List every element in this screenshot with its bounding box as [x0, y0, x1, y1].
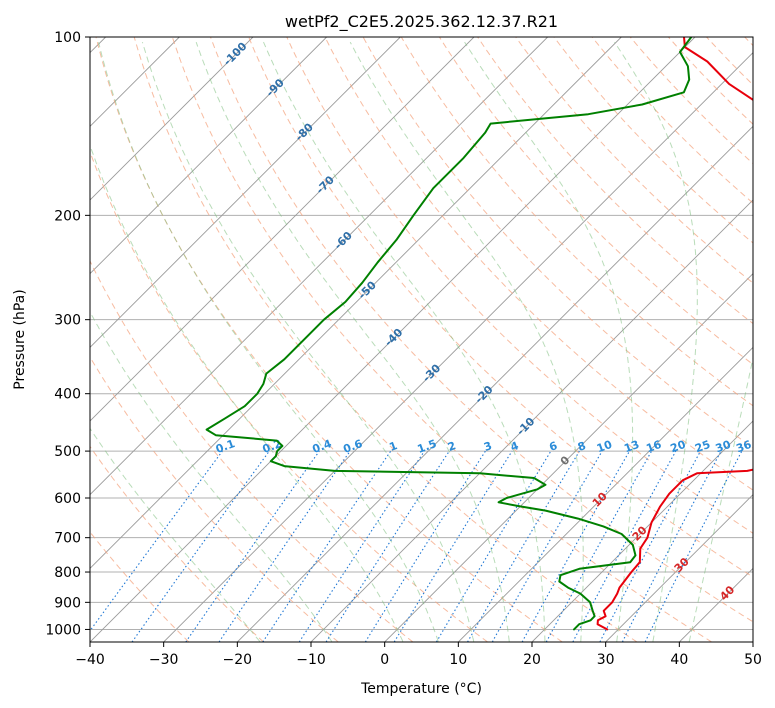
mixing-ratio-label: 3 [482, 439, 494, 454]
moist-adiabat-line [90, 427, 261, 642]
mixing-ratio-label: 2 [446, 439, 458, 454]
dry-adiabat-line [324, 37, 753, 491]
isotherm-line [237, 125, 753, 642]
mixing-ratio-line [644, 450, 743, 642]
mixing-ratio-label: 0.4 [311, 437, 334, 456]
moist-adiabat-line [688, 355, 753, 642]
x-axis-ticks: −40 −30 −20 −10 0 10 20 30 40 50 [75, 642, 762, 668]
x-tick-label: −40 [75, 652, 105, 668]
mixing-ratio-label: 4 [509, 439, 521, 454]
isotherm-line [90, 37, 327, 275]
dewpoint-profile-line [205, 37, 693, 631]
isotherm-line [384, 273, 753, 642]
plot-frame [89, 36, 754, 643]
isotherm-line [90, 37, 401, 348]
mixing-ratio-label: 36 [734, 438, 753, 456]
y-tick-label: 200 [54, 208, 81, 224]
dry-adiabat-line [515, 37, 753, 284]
mixing-ratio-label: 6 [548, 439, 560, 454]
x-tick-label: 20 [523, 652, 541, 668]
mixing-ratio-line [545, 450, 653, 642]
y-tick-label: 500 [54, 444, 81, 460]
y-tick-label: 600 [54, 491, 81, 507]
chart-title: wetPf2_C2E5.2025.362.12.37.R21 [285, 12, 558, 32]
mixing-ratio-label: 1.5 [416, 437, 439, 456]
x-tick-label: 0 [380, 652, 389, 668]
x-axis-label: Temperature (°C) [360, 681, 482, 697]
y-tick-label: 700 [54, 531, 81, 547]
x-tick-label: 10 [449, 652, 467, 668]
isotherm-line [90, 37, 548, 496]
y-tick-label: 900 [54, 595, 81, 611]
mixing-ratio-line [262, 450, 392, 642]
mixing-ratio-label: 16 [644, 438, 663, 456]
mixing-ratio-label: 13 [622, 438, 641, 455]
profile-series [205, 37, 753, 631]
y-tick-label: 100 [54, 30, 81, 46]
dry-adiabat-line [286, 37, 753, 534]
dry-adiabat-lines [90, 37, 753, 642]
mixing-ratio-labels: 0.1 0.2 0.4 0.6 1 1.5 2 3 4 6 8 10 13 16 20 25 30 36 [214, 437, 753, 456]
y-axis-ticks: 1000 900 800 700 600 500 400 300 200 100 [45, 30, 90, 638]
mixing-ratio-line [521, 450, 630, 642]
x-tick-label: 30 [597, 652, 615, 668]
moist-adiabat-line [90, 310, 333, 642]
y-axis-label: Pressure (hPa) [12, 289, 28, 389]
moist-adiabat-line [614, 41, 698, 642]
x-tick-label: −30 [149, 652, 179, 668]
isotherm-line [90, 37, 475, 422]
moist-adiabat-line [98, 41, 439, 642]
mixing-ratio-line [185, 450, 320, 642]
y-tick-label: 1000 [45, 622, 81, 638]
dry-adiabat-line [210, 37, 753, 623]
mixing-ratio-label: 1 [388, 439, 400, 454]
isotherm-line [605, 494, 753, 642]
moist-adiabat-line [263, 41, 546, 642]
x-tick-label: −10 [296, 652, 326, 668]
x-tick-label: 50 [744, 652, 762, 668]
mixing-ratio-label: 25 [693, 438, 712, 455]
dry-adiabat-line [248, 37, 753, 578]
mixing-ratio-label: 30 [714, 438, 733, 456]
y-tick-label: 300 [54, 313, 81, 329]
mixing-ratio-label: 8 [576, 439, 588, 454]
plot-area: -100-90-80-70-60-50-40-30-20-10010203040… [90, 37, 753, 642]
mixing-ratio-line [218, 450, 351, 642]
dry-adiabat-line [90, 356, 339, 642]
mixing-ratio-line [298, 450, 425, 642]
isotherm-line [90, 37, 622, 569]
y-tick-label: 800 [54, 565, 81, 581]
isotherm-line [90, 37, 254, 201]
moist-adiabat-line [349, 41, 584, 642]
mixing-ratio-label: 20 [669, 438, 688, 456]
temperature-profile-line [596, 37, 753, 631]
mixing-ratio-label: 0.6 [341, 437, 364, 456]
isotherm-lines [90, 37, 753, 642]
x-tick-label: −20 [223, 652, 253, 668]
pressure-gridlines [90, 37, 753, 630]
mixing-ratio-line [393, 450, 513, 642]
mixing-ratio-line [90, 450, 223, 632]
moist-adiabat-line [141, 41, 475, 642]
dry-adiabat-line [90, 445, 264, 642]
dry-adiabat-line [171, 37, 712, 642]
mixing-ratio-line [325, 450, 450, 642]
x-tick-label: 40 [670, 652, 688, 668]
dry-adiabat-line [133, 37, 638, 642]
mixing-ratio-label: 0.1 [214, 437, 237, 456]
y-tick-label: 400 [54, 387, 81, 403]
moist-adiabat-line [90, 144, 404, 642]
isotherm-line [90, 37, 696, 642]
isotherm-line [531, 420, 753, 642]
mixing-ratio-label: 10 [595, 438, 614, 456]
dry-adiabat-line [90, 259, 414, 642]
mixing-ratio-line [131, 450, 270, 642]
isotherm-line [458, 346, 753, 642]
moist-adiabat-line [195, 41, 510, 642]
